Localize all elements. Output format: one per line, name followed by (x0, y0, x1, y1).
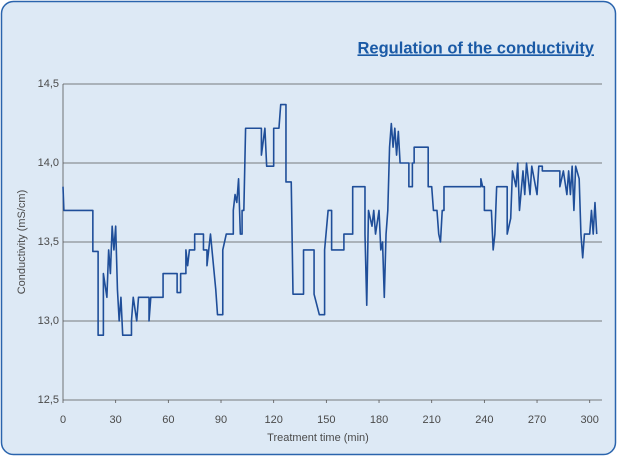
x-tick-label: 150 (317, 414, 335, 426)
y-tick-label: 12,5 (38, 394, 59, 406)
x-tick-label: 30 (110, 414, 122, 426)
x-tick-label: 300 (581, 414, 599, 426)
x-tick-label: 120 (265, 414, 283, 426)
x-tick-label: 270 (528, 414, 546, 426)
y-tick-label: 13,0 (38, 315, 59, 327)
x-tick-label: 180 (370, 414, 388, 426)
y-tick-label: 14,0 (38, 157, 59, 169)
y-axis-label: Conductivity (mS/cm) (16, 190, 28, 295)
y-tick-label: 14,5 (38, 78, 59, 90)
x-axis-label: Treatment time (min) (267, 432, 369, 444)
x-tick-label: 0 (60, 414, 66, 426)
chart-title: Regulation of the conductivity (357, 39, 594, 57)
y-tick-label: 13,5 (38, 236, 59, 248)
x-tick-label: 90 (215, 414, 227, 426)
x-tick-label: 240 (475, 414, 493, 426)
data-line (62, 103, 598, 337)
x-tick-label: 60 (162, 414, 174, 426)
x-tick-label: 210 (423, 414, 441, 426)
